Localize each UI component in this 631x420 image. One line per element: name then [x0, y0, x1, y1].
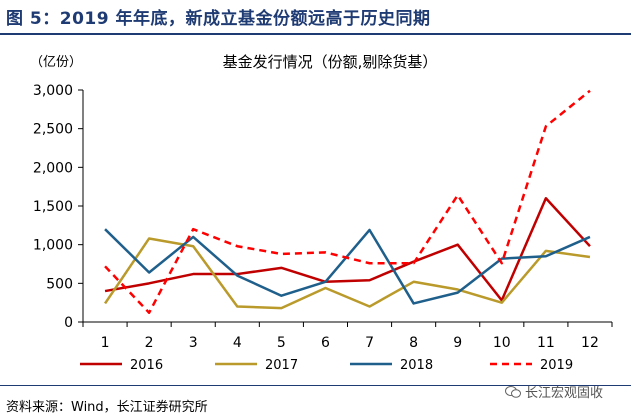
x-tick-label: 5 [277, 335, 286, 351]
axes [78, 89, 613, 327]
x-tick-label: 12 [581, 335, 599, 351]
x-tick-labels: 1 2 3 4 5 6 7 8 9 10 11 12 [101, 335, 599, 351]
y-tick-label: 1,000 [33, 238, 73, 254]
legend-label-2019: 2019 [540, 358, 573, 373]
line-chart: 基金发行情况（份额,剔除货基） （亿份） 0 500 1,000 1,500 2,000… [30, 53, 613, 373]
y-tick-label: 3,000 [33, 83, 73, 99]
y-unit-label: （亿份） [30, 55, 82, 70]
y-tick-label: 0 [64, 315, 73, 331]
x-tick-label: 1 [101, 335, 110, 351]
series-line-2017 [104, 237, 591, 310]
x-tick-label: 7 [365, 335, 374, 351]
y-tick-label: 1,500 [33, 199, 73, 215]
legend: 2016 2017 2018 2019 [80, 358, 573, 373]
watermark-text: 长江宏观固收 [525, 386, 604, 401]
footer-divider [0, 385, 631, 386]
source-note: 资料来源：Wind，长江证券研究所 [6, 400, 208, 415]
y-tick-labels: 0 500 1,000 1,500 2,000 2,500 3,000 [33, 83, 73, 331]
y-tick-label: 2,500 [33, 122, 73, 138]
y-tick-label: 500 [46, 276, 73, 292]
x-tick-label: 8 [409, 335, 418, 351]
series-line-2016 [104, 197, 591, 302]
x-tick-label: 10 [493, 335, 511, 351]
x-tick-label: 3 [189, 335, 198, 351]
x-tick-label: 4 [233, 335, 242, 351]
figure-title: 图 5：2019 年年底，新成立基金份额远高于历史同期 [6, 9, 431, 29]
x-tick-label: 2 [145, 335, 154, 351]
legend-label-2018: 2018 [400, 358, 433, 373]
chart-title: 基金发行情况（份额,剔除货基） [223, 53, 438, 71]
legend-label-2016: 2016 [130, 358, 163, 373]
series-lines [104, 89, 591, 314]
series-line-2019 [104, 89, 591, 314]
watermark: 长江宏观固收 [505, 382, 603, 401]
title-divider [0, 33, 631, 35]
y-tick-label: 2,000 [33, 160, 73, 176]
x-tick-label: 6 [321, 335, 330, 351]
wechat-icon [505, 385, 521, 398]
legend-label-2017: 2017 [265, 358, 298, 373]
series-line-2018 [104, 228, 591, 305]
x-tick-label: 9 [453, 335, 462, 351]
x-tick-label: 11 [537, 335, 555, 351]
